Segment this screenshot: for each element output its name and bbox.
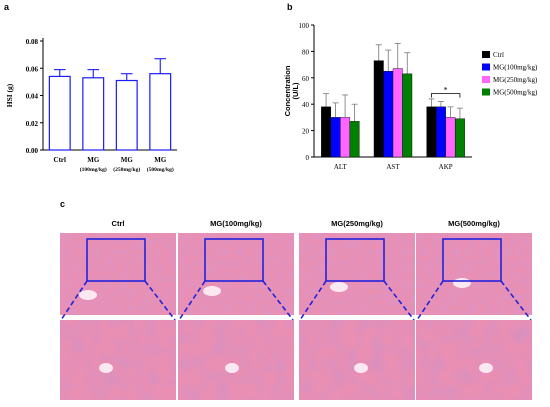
highlight-box [442,238,502,282]
bar-b [435,106,446,158]
y-tick-label-b: 40 [302,101,310,109]
y-axis-label-units-b: (U/L) [291,82,300,100]
histology-panel: Ctrl MG(100mg/kg) MG(250mg/kg) MG(500mg/kg) [60,219,532,400]
y-tick-label-a: 0.04 [26,93,39,101]
highlight-box [86,238,146,282]
bar-b [330,117,341,158]
zoom-line [144,280,176,321]
highlight-box [325,238,385,282]
significance-label: * [444,86,448,95]
panel-label-b: b [287,2,293,12]
y-tick-label-a: 0.08 [26,38,39,46]
bar-b [445,117,456,158]
histology-column-title: MG(500mg/kg) [448,219,500,228]
y-tick-label-a: 0.06 [26,65,39,73]
legend-swatch [482,88,490,96]
panel-label-a: a [4,2,10,12]
x-tick-sublabel-a: (100mg/kg) [80,166,107,173]
vessel-spot [479,363,493,373]
zoom-line [500,280,532,321]
x-tick-label-b: ALT [334,163,348,171]
histology-column-title: Ctrl [112,219,125,228]
bar-b [392,68,403,158]
bar-b [349,121,360,158]
legend-swatch [482,51,490,58]
zoom-line [262,280,294,321]
y-tick-label-b: 100 [299,22,310,30]
bar-b [340,117,351,158]
vessel-spot [330,282,348,292]
significance-bracket [431,93,461,98]
x-tick-label-a: MG [121,156,134,164]
histology-texture [299,320,415,400]
x-tick-sublabel-a: (250mg/kg) [113,166,140,173]
legend-label: MG(100mg/kg) [493,64,538,72]
panel-label-c: c [60,199,65,209]
histology-texture [178,320,294,400]
y-tick-label-a: 0.00 [26,147,39,155]
y-tick-label-b: 0 [306,154,310,162]
histology-texture [178,233,294,315]
bar-b [373,60,384,158]
vessel-spot [203,286,221,296]
legend-swatch [482,76,490,83]
bar-b [426,106,437,158]
y-tick-label-b: 20 [302,128,310,136]
highlight-box [204,238,264,282]
vessel-spot [453,278,471,288]
bar-a [48,75,71,151]
y-axis-label-a: HSI (g) [5,83,14,107]
histology-texture [60,233,176,315]
bar-b [321,106,332,158]
x-tick-label-a: MG [154,156,167,164]
vessel-spot [225,363,239,373]
zoom-line [383,280,415,321]
y-axis-label-b: Concentration [283,65,292,116]
x-tick-label-b: AKP [439,163,453,171]
vessel-spot [99,363,113,373]
histology-texture [299,233,415,315]
legend-swatch [482,63,490,71]
y-tick-label-b: 80 [302,48,310,56]
legend-label: Ctrl [493,51,504,59]
x-tick-label-a: Ctrl [54,156,66,164]
vessel-spot [354,363,368,373]
bar-a [115,79,138,151]
legend-label: MG(500mg/kg) [493,89,538,97]
vessel-spot [79,290,97,300]
bar-b [402,73,413,158]
bar-b [454,118,465,158]
legend-label: MG(250mg/kg) [493,76,538,84]
histology-texture [416,233,532,315]
chart-b: 0 20 40 60 80 100 Concentration (U/L) ALT AST AKP *… [283,22,538,171]
chart-a: 0.00 0.02 0.04 0.06 0.08 HSI (g) Ctrl MG (100mg/… [5,38,177,173]
histology-column-title: MG(100mg/kg) [210,219,262,228]
histology-column-title: MG(250mg/kg) [331,219,383,228]
bar-a [149,73,172,151]
x-tick-label-b: AST [386,163,400,171]
y-tick-label-a: 0.02 [26,120,39,128]
x-tick-sublabel-a: (500mg/kg) [147,166,174,173]
bar-a [82,77,105,151]
y-tick-label-b: 60 [302,75,310,83]
histology-texture [416,320,532,400]
histology-texture [60,320,176,400]
bar-b [383,70,394,158]
x-tick-label-a: MG [87,156,100,164]
